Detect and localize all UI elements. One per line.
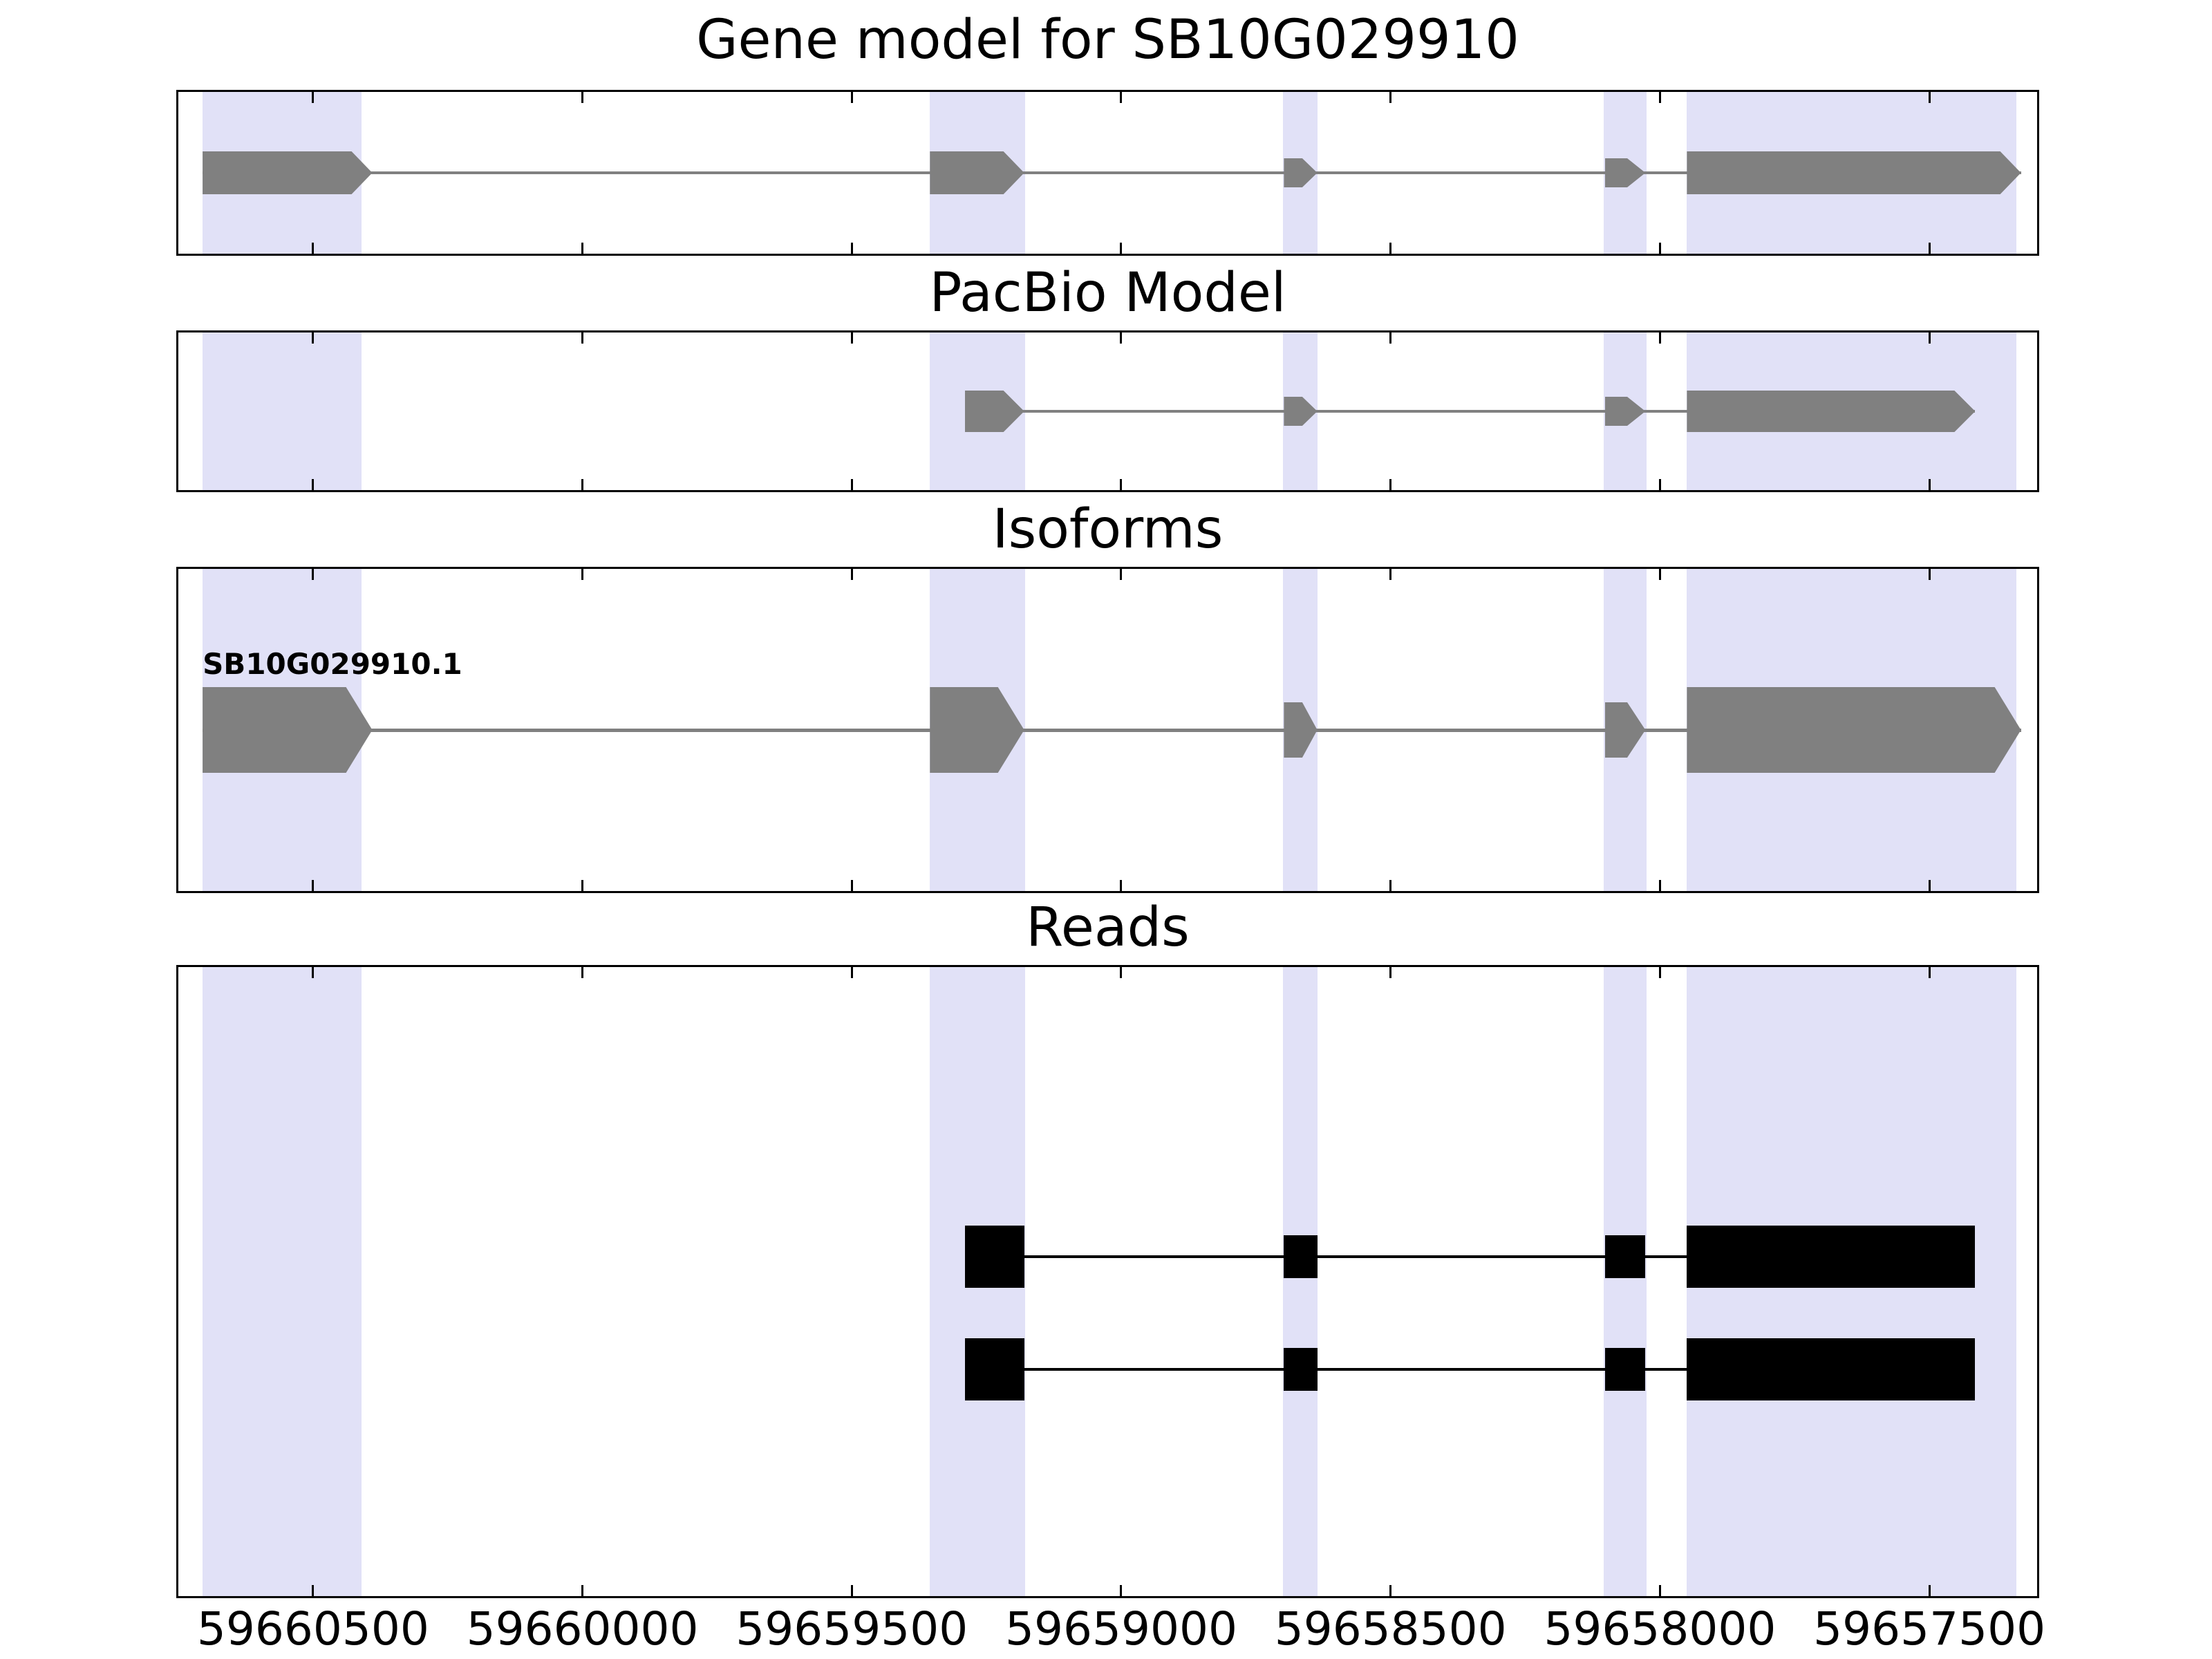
read-block bbox=[1604, 1235, 1646, 1278]
axis-tick-mark bbox=[312, 569, 315, 580]
axis-tick-mark bbox=[1120, 332, 1123, 344]
axis-tick-mark bbox=[850, 880, 853, 891]
x-axis-tick-label: 59659500 bbox=[735, 1602, 968, 1656]
axis-tick-mark bbox=[1928, 569, 1931, 580]
exon-highlight-band bbox=[1603, 967, 1647, 1596]
axis-tick-mark bbox=[1389, 243, 1392, 254]
axis-tick-mark bbox=[1120, 1585, 1123, 1596]
axis-tick-mark bbox=[1120, 967, 1123, 978]
panel-title-pacbio-model: PacBio Model bbox=[929, 262, 1286, 324]
x-axis-tick-label: 59657500 bbox=[1813, 1602, 2046, 1656]
axis-tick-mark bbox=[1928, 332, 1931, 344]
x-axis-tick-label: 59658000 bbox=[1544, 1602, 1777, 1656]
read-block bbox=[1604, 1348, 1646, 1391]
axis-tick-mark bbox=[1389, 92, 1392, 103]
panel-pacbio-model bbox=[176, 330, 2039, 492]
axis-tick-mark bbox=[312, 1585, 315, 1596]
exon-highlight-band bbox=[1282, 967, 1318, 1596]
axis-tick-mark bbox=[850, 569, 853, 580]
axis-tick-mark bbox=[1389, 479, 1392, 490]
exon-highlight-band bbox=[203, 967, 362, 1596]
axis-tick-mark bbox=[1658, 92, 1661, 103]
intron-line bbox=[964, 410, 1976, 413]
axis-tick-mark bbox=[1658, 569, 1661, 580]
intron-line bbox=[203, 171, 2021, 174]
exon-block bbox=[1687, 687, 2021, 773]
axis-tick-mark bbox=[1120, 479, 1123, 490]
axis-tick-mark bbox=[581, 479, 584, 490]
axis-tick-mark bbox=[1928, 92, 1931, 103]
axis-tick-mark bbox=[850, 332, 853, 344]
axis-tick-mark bbox=[1389, 569, 1392, 580]
intron-line bbox=[964, 1255, 1976, 1258]
axis-tick-mark bbox=[581, 332, 584, 344]
axis-tick-mark bbox=[581, 92, 584, 103]
axis-tick-mark bbox=[1658, 880, 1661, 891]
axis-tick-mark bbox=[312, 479, 315, 490]
exon-highlight-band bbox=[203, 332, 362, 490]
axis-tick-mark bbox=[1928, 1585, 1931, 1596]
x-axis-tick-label: 59658500 bbox=[1274, 1602, 1507, 1656]
axis-tick-mark bbox=[312, 967, 315, 978]
axis-tick-mark bbox=[1928, 243, 1931, 254]
axis-tick-mark bbox=[1658, 967, 1661, 978]
axis-tick-mark bbox=[850, 1585, 853, 1596]
exon-block bbox=[930, 151, 1024, 194]
axis-tick-mark bbox=[1928, 479, 1931, 490]
x-axis-tick-label: 59659000 bbox=[1005, 1602, 1237, 1656]
axis-tick-mark bbox=[1120, 243, 1123, 254]
axis-tick-mark bbox=[850, 92, 853, 103]
read-block bbox=[1284, 1348, 1318, 1391]
axis-tick-mark bbox=[312, 332, 315, 344]
intron-line bbox=[964, 1368, 1976, 1371]
axis-tick-mark bbox=[581, 880, 584, 891]
axis-tick-mark bbox=[312, 880, 315, 891]
axis-tick-mark bbox=[1389, 332, 1392, 344]
axis-tick-mark bbox=[1389, 880, 1392, 891]
exon-block bbox=[203, 687, 373, 773]
panel-reads bbox=[176, 965, 2039, 1598]
x-axis-tick-labels: 59660500 59660000 59659500 59659000 59658500… bbox=[0, 1602, 2212, 1659]
read-block bbox=[1687, 1225, 1976, 1288]
axis-tick-mark bbox=[581, 967, 584, 978]
read-block bbox=[964, 1225, 1024, 1288]
x-axis-tick-label: 59660500 bbox=[196, 1602, 429, 1656]
axis-tick-mark bbox=[1928, 967, 1931, 978]
panel-gene-model bbox=[176, 90, 2039, 256]
axis-tick-mark bbox=[1928, 880, 1931, 891]
axis-tick-mark bbox=[850, 967, 853, 978]
read-block bbox=[1687, 1338, 1976, 1401]
read-block bbox=[964, 1338, 1024, 1401]
panel-title-gene-model: Gene model for SB10G029910 bbox=[696, 9, 1519, 71]
axis-tick-mark bbox=[581, 569, 584, 580]
panel-title-reads: Reads bbox=[1026, 897, 1190, 959]
axis-tick-mark bbox=[312, 243, 315, 254]
exon-block bbox=[203, 151, 373, 194]
axis-tick-mark bbox=[1120, 569, 1123, 580]
axis-tick-mark bbox=[1120, 92, 1123, 103]
panel-title-isoforms: Isoforms bbox=[992, 498, 1224, 561]
intron-line bbox=[203, 728, 2021, 732]
axis-tick-mark bbox=[1658, 332, 1661, 344]
axis-tick-mark bbox=[850, 479, 853, 490]
axis-tick-mark bbox=[1658, 1585, 1661, 1596]
panel-isoforms: SB10G029910.1 bbox=[176, 567, 2039, 893]
axis-tick-mark bbox=[1389, 967, 1392, 978]
x-axis-tick-label: 59660000 bbox=[466, 1602, 699, 1656]
exon-block bbox=[1687, 151, 2021, 194]
exon-block bbox=[1687, 391, 1975, 432]
read-block bbox=[1284, 1235, 1318, 1278]
isoform-label: SB10G029910.1 bbox=[203, 647, 462, 681]
axis-tick-mark bbox=[312, 92, 315, 103]
axis-tick-mark bbox=[1120, 880, 1123, 891]
axis-tick-mark bbox=[850, 243, 853, 254]
axis-tick-mark bbox=[1389, 1585, 1392, 1596]
axis-tick-mark bbox=[581, 243, 584, 254]
axis-tick-mark bbox=[1658, 243, 1661, 254]
axis-tick-mark bbox=[581, 1585, 584, 1596]
axis-tick-mark bbox=[1658, 479, 1661, 490]
